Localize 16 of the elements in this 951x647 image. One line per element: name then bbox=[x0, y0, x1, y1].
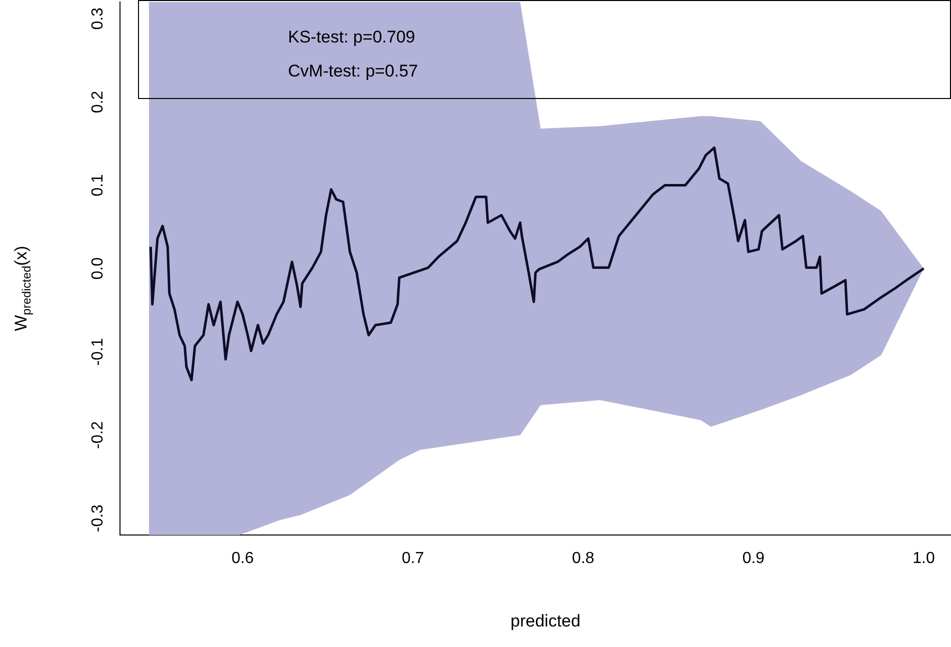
y-tick-label: -0.3 bbox=[89, 504, 106, 532]
x-tick-label: 0.7 bbox=[402, 550, 424, 568]
y-tick-label: 0.2 bbox=[89, 90, 106, 114]
y-tick-label: 0.0 bbox=[89, 257, 106, 280]
annotation: KS-test: p=0.709 bbox=[288, 28, 416, 47]
x-tick-label: 0.6 bbox=[231, 550, 254, 568]
x-tick-label: 0.9 bbox=[742, 550, 765, 568]
y-tick-label: -0.2 bbox=[89, 421, 106, 449]
x-tick-label: 1.0 bbox=[912, 550, 935, 568]
x-tick-label: 0.8 bbox=[572, 550, 594, 568]
y-tick-label: 0.3 bbox=[89, 7, 106, 30]
y-axis-title: Wpredicted(x) bbox=[12, 246, 34, 332]
y-tick-label: -0.1 bbox=[89, 338, 106, 366]
y-tick-label: 0.1 bbox=[89, 174, 106, 196]
x-axis-title: predicted bbox=[510, 612, 580, 631]
annotation: CvM-test: p=0.57 bbox=[288, 62, 418, 81]
